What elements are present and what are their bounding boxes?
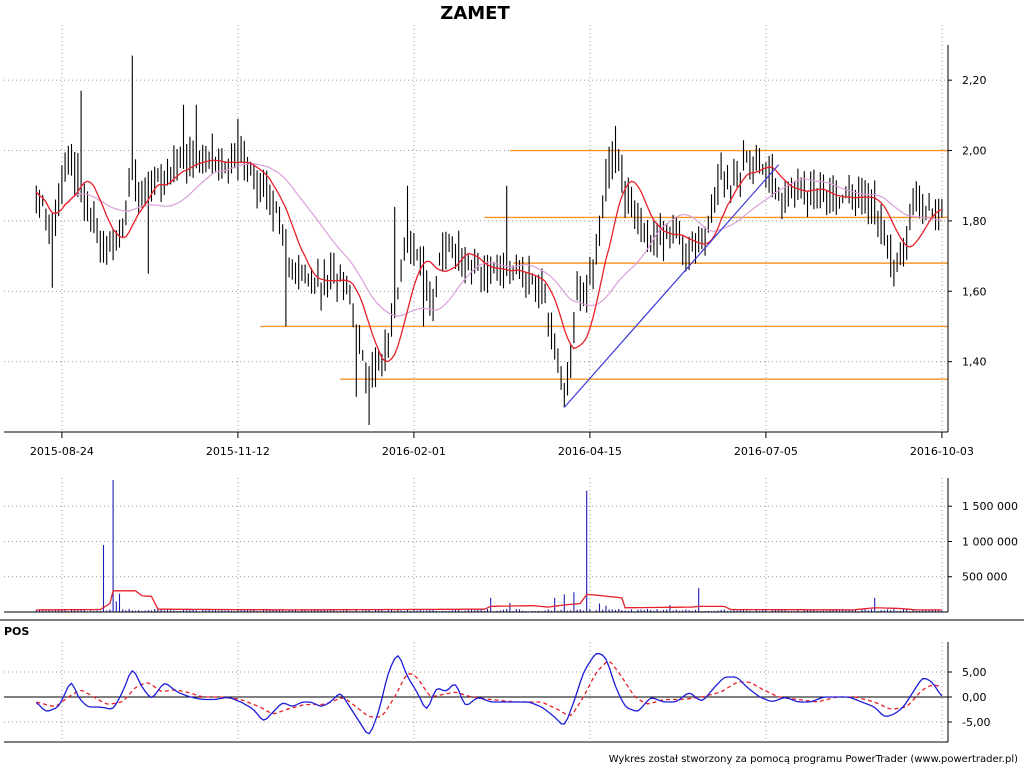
pos-grid <box>4 642 948 742</box>
pos-y-axis: 5,00 0,00 -5,00 <box>948 666 990 729</box>
date-tick-label: 2015-11-12 <box>206 445 270 458</box>
date-tick-label: 2016-02-01 <box>382 445 446 458</box>
price-y-tick-label: 1,40 <box>962 356 987 369</box>
pos-y-tick-label: -5,00 <box>962 716 990 729</box>
pos-pane: 5,00 0,00 -5,00 <box>4 642 990 743</box>
volume-average-line <box>36 590 942 611</box>
volume-y-tick-label: 1 500 000 <box>962 500 1018 513</box>
price-bars <box>35 55 943 425</box>
support-resistance-lines <box>260 149 948 380</box>
date-tick-label: 2016-10-03 <box>910 445 974 458</box>
pos-pane-label: POS <box>4 625 29 638</box>
date-tick-label: 2016-04-15 <box>558 445 622 458</box>
price-pane: 2,20 2,00 1,80 1,60 1,40 2015-08-24 2015-11-1… <box>4 25 987 458</box>
price-y-tick-label: 1,80 <box>962 215 987 228</box>
volume-y-tick-label: 1 000 000 <box>962 535 1018 548</box>
price-y-tick-label: 2,20 <box>962 74 987 87</box>
date-tick-label: 2015-08-24 <box>30 445 94 458</box>
date-tick-label: 2016-07-05 <box>734 445 798 458</box>
price-y-tick-label: 2,00 <box>962 145 987 158</box>
volume-y-tick-label: 500 000 <box>962 571 1008 584</box>
price-y-tick-label: 1,60 <box>962 285 987 298</box>
price-y-axis: 2,20 2,00 1,80 1,60 1,40 <box>948 74 987 369</box>
date-x-axis: 2015-08-24 2015-11-12 2016-02-01 2016-04-15… <box>30 432 974 458</box>
volume-grid <box>4 478 948 612</box>
moving-average-short <box>35 159 943 363</box>
price-grid <box>4 25 948 432</box>
pos-oscillator-line <box>35 653 943 735</box>
footer-credit: Wykres został stworzony za pomocą progra… <box>609 754 1018 765</box>
trend-line <box>563 164 780 408</box>
pos-y-tick-label: 5,00 <box>962 666 987 679</box>
moving-average-long <box>35 163 942 317</box>
volume-pane: 1 500 000 1 000 000 500 000 <box>4 478 1018 613</box>
pos-signal-line <box>36 660 943 718</box>
chart-title: ZAMET <box>440 3 510 24</box>
volume-y-axis: 1 500 000 1 000 000 500 000 <box>948 500 1018 584</box>
pos-y-tick-label: 0,00 <box>962 691 987 704</box>
